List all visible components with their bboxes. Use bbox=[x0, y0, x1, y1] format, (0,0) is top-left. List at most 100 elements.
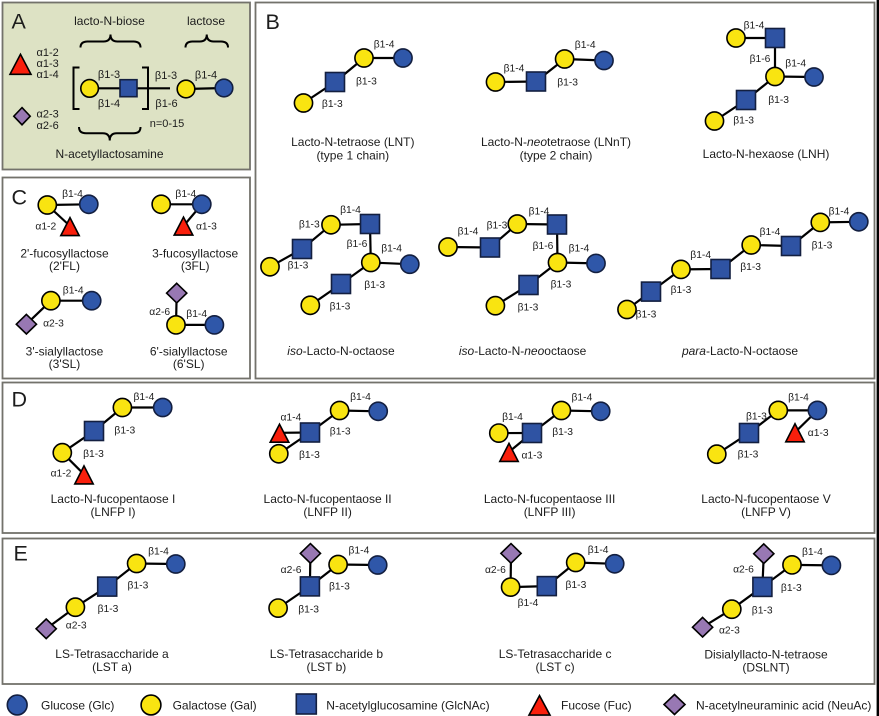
svg-text:β1-3: β1-3 bbox=[557, 78, 578, 89]
svg-text:iso-Lacto-N-octaose: iso-Lacto-N-octaose bbox=[287, 344, 395, 358]
svg-text:β1-3: β1-3 bbox=[322, 99, 343, 110]
svg-text:α1-3: α1-3 bbox=[196, 222, 217, 233]
svg-text:β1-3: β1-3 bbox=[781, 583, 802, 594]
svg-text:β1-3: β1-3 bbox=[298, 605, 319, 616]
svg-text:para-Lacto-N-octaose: para-Lacto-N-octaose bbox=[681, 344, 798, 358]
svg-text:E: E bbox=[14, 542, 28, 566]
svg-text:β1-3: β1-3 bbox=[738, 450, 759, 461]
svg-text:α1-3: α1-3 bbox=[37, 58, 59, 70]
svg-text:β1-4: β1-4 bbox=[829, 207, 850, 218]
svg-text:A: A bbox=[12, 10, 27, 34]
svg-text:2'-fucosyllactose: 2'-fucosyllactose bbox=[20, 247, 109, 261]
svg-text:3'-sialyllactose: 3'-sialyllactose bbox=[26, 344, 104, 358]
svg-text:α2-3: α2-3 bbox=[43, 319, 64, 330]
svg-text:lactose: lactose bbox=[187, 14, 225, 28]
svg-text:Fucose (Fuc): Fucose (Fuc) bbox=[561, 699, 632, 713]
svg-text:Lacto-N-fucopentaose V: Lacto-N-fucopentaose V bbox=[701, 492, 830, 506]
svg-text:α2-6: α2-6 bbox=[485, 565, 506, 576]
svg-text:β1-4: β1-4 bbox=[529, 207, 550, 218]
svg-text:β1-3: β1-3 bbox=[752, 605, 773, 616]
svg-text:β1-4: β1-4 bbox=[195, 69, 217, 81]
svg-text:(2'FL): (2'FL) bbox=[49, 259, 80, 273]
svg-text:(3'SL): (3'SL) bbox=[49, 357, 81, 371]
svg-text:β1-3: β1-3 bbox=[98, 604, 119, 615]
svg-text:β1-3: β1-3 bbox=[487, 221, 508, 232]
svg-text:β1-4: β1-4 bbox=[175, 189, 196, 200]
svg-text:D: D bbox=[12, 388, 28, 412]
svg-text:lacto-N-biose: lacto-N-biose bbox=[74, 14, 145, 28]
svg-text:α1-2: α1-2 bbox=[35, 222, 56, 233]
svg-text:β1-4: β1-4 bbox=[785, 58, 806, 69]
svg-text:β1-4: β1-4 bbox=[502, 412, 523, 423]
svg-text:Lacto-N-tetraose (LNT): Lacto-N-tetraose (LNT) bbox=[291, 135, 414, 149]
svg-text:β1-3: β1-3 bbox=[552, 427, 573, 438]
svg-text:β1-6: β1-6 bbox=[533, 241, 554, 252]
svg-text:β1-4: β1-4 bbox=[571, 393, 592, 404]
svg-text:β1-4: β1-4 bbox=[186, 309, 207, 320]
svg-text:β1-3: β1-3 bbox=[155, 70, 177, 82]
svg-text:β1-4: β1-4 bbox=[374, 40, 395, 51]
svg-text:6'-sialyllactose: 6'-sialyllactose bbox=[150, 344, 228, 358]
svg-text:Disialyllacto-N-tetraose: Disialyllacto-N-tetraose bbox=[704, 648, 828, 662]
svg-text:β1-3: β1-3 bbox=[356, 77, 377, 88]
svg-text:N-acetylneuraminic acid (NeuAc: N-acetylneuraminic acid (NeuAc) bbox=[696, 699, 871, 713]
svg-text:N-acetylglucosamine (GlcNAc): N-acetylglucosamine (GlcNAc) bbox=[326, 699, 489, 713]
svg-text:β1-3: β1-3 bbox=[299, 220, 320, 231]
svg-text:β1-3: β1-3 bbox=[565, 580, 586, 591]
svg-text:N-acetyllactosamine: N-acetyllactosamine bbox=[55, 147, 163, 161]
svg-text:(6'SL): (6'SL) bbox=[173, 357, 205, 371]
svg-text:β1-3: β1-3 bbox=[768, 95, 789, 106]
svg-text:β1-3: β1-3 bbox=[330, 301, 351, 312]
svg-text:Lacto-N-neotetraose (LNnT): Lacto-N-neotetraose (LNnT) bbox=[481, 135, 631, 149]
svg-text:β1-3: β1-3 bbox=[740, 262, 761, 273]
svg-text:α1-3: α1-3 bbox=[808, 428, 829, 439]
svg-text:Lacto-N-hexaose (LNH): Lacto-N-hexaose (LNH) bbox=[703, 147, 830, 161]
svg-text:(LNFP II): (LNFP II) bbox=[303, 505, 351, 519]
svg-text:α2-6: α2-6 bbox=[281, 565, 302, 576]
svg-text:B: B bbox=[266, 10, 280, 34]
svg-text:β1-4: β1-4 bbox=[802, 547, 823, 558]
svg-text:β1-4: β1-4 bbox=[458, 227, 479, 238]
svg-text:β1-3: β1-3 bbox=[364, 280, 385, 291]
svg-text:Lacto-N-fucopentaose III: Lacto-N-fucopentaose III bbox=[484, 492, 615, 506]
svg-text:α2-6: α2-6 bbox=[149, 307, 170, 318]
svg-text:(type 1 chain): (type 1 chain) bbox=[316, 149, 389, 163]
svg-text:β1-3: β1-3 bbox=[83, 449, 104, 460]
svg-text:β1-4: β1-4 bbox=[788, 392, 809, 403]
svg-text:β1-4: β1-4 bbox=[504, 63, 525, 74]
svg-text:Galactose (Gal): Galactose (Gal) bbox=[173, 699, 257, 713]
svg-text:β1-4: β1-4 bbox=[381, 244, 402, 255]
svg-text:β1-4: β1-4 bbox=[148, 547, 169, 558]
svg-text:3-fucosyllactose: 3-fucosyllactose bbox=[152, 247, 238, 261]
svg-text:β1-4: β1-4 bbox=[518, 598, 539, 609]
svg-text:β1-4: β1-4 bbox=[588, 545, 609, 556]
svg-text:β1-4: β1-4 bbox=[98, 98, 120, 110]
svg-text:(LST b): (LST b) bbox=[307, 660, 347, 674]
svg-text:(LST c): (LST c) bbox=[536, 660, 575, 674]
svg-text:(type 2 chain): (type 2 chain) bbox=[520, 149, 593, 163]
svg-text:(DSLNT): (DSLNT) bbox=[742, 661, 789, 675]
svg-text:β1-3: β1-3 bbox=[299, 450, 320, 461]
svg-text:α1-3: α1-3 bbox=[521, 451, 542, 462]
svg-text:β1-4: β1-4 bbox=[744, 20, 765, 31]
svg-text:β1-6: β1-6 bbox=[347, 239, 368, 250]
svg-text:iso-Lacto-N-neooctaose: iso-Lacto-N-neooctaose bbox=[459, 344, 587, 358]
svg-text:β1-3: β1-3 bbox=[288, 260, 309, 271]
svg-text:(3FL): (3FL) bbox=[181, 259, 210, 273]
svg-text:β1-3: β1-3 bbox=[671, 285, 692, 296]
svg-text:β1-3: β1-3 bbox=[330, 427, 351, 438]
svg-text:α1-2: α1-2 bbox=[37, 47, 59, 59]
svg-text:β1-3: β1-3 bbox=[127, 581, 148, 592]
svg-text:β1-4: β1-4 bbox=[63, 286, 84, 297]
svg-text:β1-3: β1-3 bbox=[98, 69, 120, 81]
svg-text:β1-3: β1-3 bbox=[636, 310, 657, 321]
svg-text:β1-4: β1-4 bbox=[340, 205, 361, 216]
svg-text:(LNFP III): (LNFP III) bbox=[524, 505, 576, 519]
svg-text:β1-3: β1-3 bbox=[746, 412, 767, 423]
svg-text:β1-3: β1-3 bbox=[551, 280, 572, 291]
svg-text:β1-6: β1-6 bbox=[750, 54, 771, 65]
svg-text:(LNFP V): (LNFP V) bbox=[741, 505, 791, 519]
svg-text:C: C bbox=[12, 186, 28, 210]
svg-text:β1-4: β1-4 bbox=[760, 227, 781, 238]
svg-text:β1-4: β1-4 bbox=[348, 546, 369, 557]
